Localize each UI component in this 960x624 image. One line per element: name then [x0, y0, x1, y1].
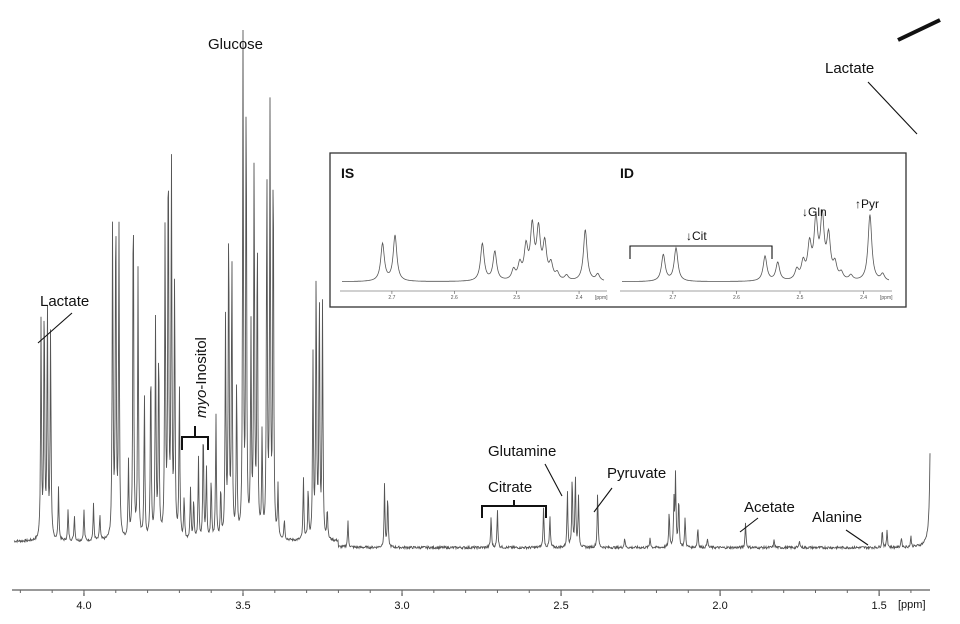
inset-axis-tick-label: 2.7: [669, 295, 676, 301]
annotation-label: Pyruvate: [607, 465, 666, 482]
annotation-label: Glutamine: [488, 443, 556, 460]
annotation-acetate: Acetate: [739, 499, 795, 533]
inset-axis-ticks: 2.7 2.6 2.5 2.4: [669, 291, 867, 301]
x-axis-tick-label: 2.0: [712, 600, 727, 612]
inset-panel: IS 2.7 2.6 2.5 2.4 [ppm] ID 2.7 2.6 2.5 2.4 [p…: [329, 152, 907, 308]
annotation-label: Acetate: [744, 499, 795, 516]
inset-axis-unit: [ppm]: [595, 295, 608, 301]
annotation-leader: [867, 81, 918, 135]
annotation-myo-inositol: myo-Inositol: [181, 337, 210, 450]
annotation-label: Lactate: [40, 293, 89, 310]
inset-axis-tick-label: 2.4: [576, 295, 583, 301]
x-axis-tick-label: 4.0: [76, 600, 91, 612]
inset-spectrum-trace: [622, 209, 890, 282]
annotation-glucose: Glucose: [208, 36, 263, 53]
truncation-mark: [897, 18, 941, 42]
x-axis-tick-label: 1.5: [871, 600, 886, 612]
inset-axis-tick-label: 2.7: [388, 295, 395, 301]
x-axis-tick-label: 3.5: [235, 600, 250, 612]
x-axis-tick-label: 3.0: [394, 600, 409, 612]
inset-axis-unit: [ppm]: [880, 295, 893, 301]
annotation-leader: [739, 517, 759, 533]
annotation-label: Citrate: [488, 479, 532, 496]
inset-axis-tick-label: 2.6: [733, 295, 740, 301]
annotation-glutamine: Glutamine: [488, 443, 563, 497]
annotation-bracket: [181, 426, 209, 450]
x-axis-tick-label: 2.5: [553, 600, 568, 612]
annotation-label: Alanine: [812, 509, 862, 526]
inset-label-pyr: ↑Pyr: [855, 197, 879, 211]
annotation-lactate-right: Lactate: [825, 60, 918, 135]
annotation-label: Glucose: [208, 36, 263, 53]
annotation-label: myo-Inositol: [193, 337, 210, 418]
inset-axis-tick-label: 2.5: [513, 295, 520, 301]
inset-frame: [329, 152, 907, 308]
inset-label-cit: ↓Cit: [686, 229, 707, 243]
annotation-leader: [593, 487, 613, 513]
annotation-leader: [37, 312, 73, 344]
annotation-pyruvate: Pyruvate: [593, 465, 666, 513]
annotation-label-italic: myo: [193, 390, 210, 418]
annotation-bracket: [481, 500, 547, 518]
annotation-leader: [544, 463, 563, 497]
annotation-alanine: Alanine: [812, 509, 869, 546]
inset-bracket-cit: [629, 245, 773, 259]
inset-label-gln: ↓Gln: [802, 205, 827, 219]
annotation-lactate-left: Lactate: [37, 293, 89, 344]
inset-axis-tick-label: 2.5: [797, 295, 804, 301]
annotation-leader: [845, 529, 869, 546]
annotation-label: Lactate: [825, 60, 874, 77]
x-axis-ticks: 4.0 3.5 3.0 2.5 2.0 1.5: [19, 590, 912, 612]
annotation-label-rest: -Inositol: [193, 337, 210, 390]
x-axis-unit: [ppm]: [898, 599, 926, 611]
inset-axis-tick-label: 2.6: [451, 295, 458, 301]
inset-title: ID: [620, 165, 634, 181]
inset-title: IS: [341, 165, 354, 181]
inset-is: IS 2.7 2.6 2.5 2.4 [ppm]: [340, 165, 608, 301]
inset-id: ID 2.7 2.6 2.5 2.4 [ppm] ↓Cit ↓Gln ↑Pyr: [620, 165, 893, 301]
spectrum-trace: [13, 29, 931, 551]
annotation-citrate: Citrate: [481, 479, 547, 518]
inset-spectrum-trace: [342, 219, 605, 282]
inset-axis-ticks: 2.7 2.6 2.5 2.4: [388, 291, 583, 301]
inset-axis-tick-label: 2.4: [860, 295, 867, 301]
